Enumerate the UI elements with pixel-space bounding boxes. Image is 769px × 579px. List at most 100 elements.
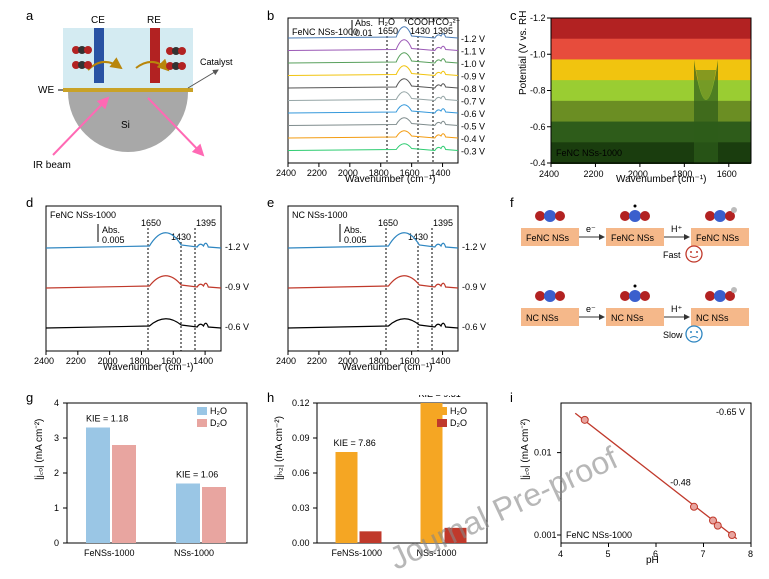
svg-text:-0.9 V: -0.9 V: [461, 72, 485, 82]
svg-text:5: 5: [606, 549, 611, 559]
svg-text:-0.6 V: -0.6 V: [225, 322, 249, 332]
molecule-2: [72, 61, 92, 69]
d-abs-val: 0.005: [102, 235, 125, 245]
svg-text:0.01: 0.01: [534, 448, 552, 458]
e-xlabel: Wavenumber (cm⁻¹): [342, 362, 432, 373]
svg-text:-1.2: -1.2: [530, 13, 546, 23]
svg-text:0.03: 0.03: [292, 503, 310, 513]
svg-text:0: 0: [54, 538, 59, 548]
molecule-1: [72, 46, 92, 54]
panel-f: FeNC NSsFeNC NSsFeNC NSse⁻H⁺Fast NC NSsN…: [516, 200, 761, 370]
svg-text:-1.2 V: -1.2 V: [461, 34, 485, 44]
i-corner: -0.65 V: [716, 407, 745, 417]
panel-b: FeNC NSs-1000 Abs. 0.01 H₂O 1650 *COOH 1…: [270, 10, 495, 185]
b-1430: 1430: [410, 26, 430, 36]
svg-text:FeNC NSs: FeNC NSs: [696, 233, 740, 243]
svg-text:H₂O: H₂O: [450, 406, 467, 416]
svg-text:2400: 2400: [539, 169, 559, 179]
svg-text:FeNSs-1000: FeNSs-1000: [84, 548, 135, 558]
svg-text:2200: 2200: [583, 169, 603, 179]
svg-text:H₂O: H₂O: [210, 406, 227, 416]
e-title: NC NSs-1000: [292, 210, 348, 220]
svg-text:e⁻: e⁻: [586, 304, 596, 314]
svg-text:0.09: 0.09: [292, 433, 310, 443]
c-ylabel: Potential (V vs. RHE): [518, 10, 529, 95]
ce-label: CE: [91, 15, 105, 26]
b-title: FeNC NSs-1000: [292, 27, 358, 37]
d-1650: 1650: [141, 218, 161, 228]
svg-text:e⁻: e⁻: [586, 224, 596, 234]
svg-text:Slow: Slow: [663, 330, 683, 340]
panel-d: FeNC NSs-1000 Abs. 0.005 1650 1430 1395 …: [28, 198, 258, 373]
ce-electrode: [94, 28, 104, 83]
svg-text:-0.9 V: -0.9 V: [462, 282, 486, 292]
e-1430: 1430: [408, 232, 428, 242]
b-1650: 1650: [378, 26, 398, 36]
gold-layer: [63, 88, 193, 92]
svg-text:-1.2 V: -1.2 V: [225, 242, 249, 252]
svg-text:FeNSs-1000: FeNSs-1000: [332, 548, 383, 558]
re-electrode: [150, 28, 160, 83]
svg-text:7: 7: [701, 549, 706, 559]
d-xlabel: Wavenumber (cm⁻¹): [103, 362, 193, 373]
b-1395: 1395: [433, 26, 453, 36]
e-abs-label: Abs.: [344, 225, 362, 235]
c-title: FeNC NSs-1000: [556, 148, 622, 158]
svg-text:1400: 1400: [193, 356, 213, 366]
svg-text:NC NSs: NC NSs: [611, 313, 644, 323]
we-label: WE: [38, 85, 54, 96]
i-sample: FeNC NSs-1000: [566, 530, 632, 540]
svg-text:2200: 2200: [66, 356, 86, 366]
g-ylabel: |j꜀ₒ| (mA cm⁻²): [34, 419, 45, 480]
svg-text:NSs-1000: NSs-1000: [174, 548, 214, 558]
svg-text:0.00: 0.00: [292, 538, 310, 548]
svg-text:KIE = 9.31: KIE = 9.31: [419, 395, 461, 399]
svg-text:-0.8: -0.8: [530, 86, 546, 96]
svg-text:-0.48: -0.48: [670, 477, 691, 487]
panel-c: -0.4-0.6-0.8-1.0-1.2 2400220020001800160…: [516, 10, 761, 185]
svg-text:NC NSs: NC NSs: [526, 313, 559, 323]
re-label: RE: [147, 15, 161, 26]
molecule-4: [166, 62, 186, 70]
svg-text:-0.6: -0.6: [530, 122, 546, 132]
ir-label: IR beam: [33, 160, 71, 171]
svg-text:4: 4: [558, 549, 563, 559]
panel-h: FeNSs-1000 KIE = 7.86 NSs-1000 KIE = 9.31 0…: [272, 395, 497, 570]
water-bg: [63, 28, 193, 88]
svg-text:2200: 2200: [307, 168, 327, 178]
svg-text:-0.9 V: -0.9 V: [225, 282, 249, 292]
i-xlabel: pH: [646, 555, 659, 566]
svg-text:-1.0 V: -1.0 V: [461, 59, 485, 69]
d-1395: 1395: [196, 218, 216, 228]
svg-text:2: 2: [54, 468, 59, 478]
svg-text:1400: 1400: [431, 356, 451, 366]
svg-text:2400: 2400: [276, 168, 296, 178]
svg-text:-0.5 V: -0.5 V: [461, 122, 485, 132]
svg-text:-1.0: -1.0: [530, 49, 546, 59]
panel-i-label: i: [510, 390, 513, 405]
b-abs-label: Abs.: [355, 18, 373, 28]
c-xlabel: Wavenumber (cm⁻¹): [616, 174, 706, 185]
catalyst-label: Catalyst: [200, 57, 233, 67]
svg-text:2400: 2400: [34, 356, 54, 366]
e-1650: 1650: [378, 218, 398, 228]
svg-text:-0.6 V: -0.6 V: [462, 322, 486, 332]
panel-g: FeNSs-1000 KIE = 1.18 NSs-1000 KIE = 1.06 0…: [32, 395, 257, 570]
svg-text:0.001: 0.001: [534, 530, 557, 540]
svg-text:1600: 1600: [717, 169, 737, 179]
svg-text:KIE = 1.06: KIE = 1.06: [176, 470, 218, 480]
svg-text:KIE = 7.86: KIE = 7.86: [334, 438, 376, 448]
svg-text:Fast: Fast: [663, 250, 681, 260]
svg-text:-1.2 V: -1.2 V: [462, 242, 486, 252]
d-abs-label: Abs.: [102, 225, 120, 235]
svg-text:KIE = 1.18: KIE = 1.18: [86, 414, 128, 424]
svg-text:0.06: 0.06: [292, 468, 310, 478]
svg-text:D₂O: D₂O: [210, 418, 227, 428]
svg-text:H⁺: H⁺: [671, 304, 682, 314]
svg-text:2400: 2400: [276, 356, 296, 366]
molecule-3: [166, 47, 186, 55]
svg-text:NSs-1000: NSs-1000: [417, 548, 457, 558]
svg-text:H⁺: H⁺: [671, 224, 682, 234]
svg-text:-1.1 V: -1.1 V: [461, 47, 485, 57]
panel-i: -0.65 V FeNC NSs-1000 -0.48 45678 0.0010…: [516, 395, 761, 570]
